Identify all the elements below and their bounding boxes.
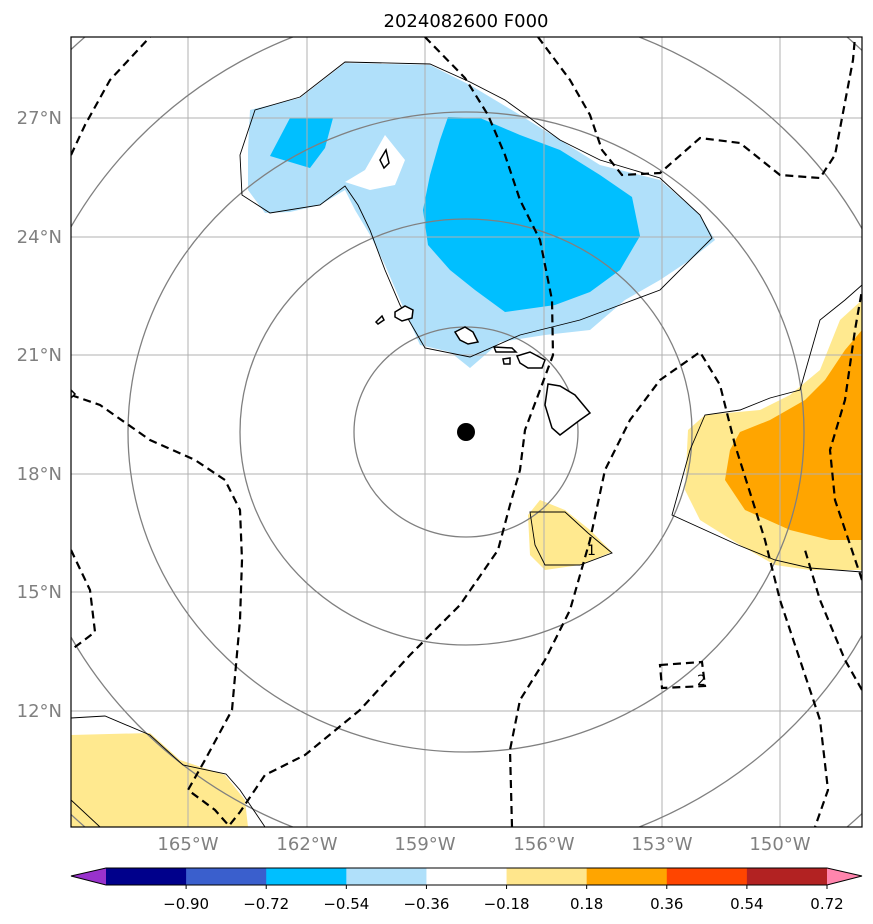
colorbar-tick-label: 0.18 (570, 895, 603, 913)
lanai-island (502, 357, 511, 365)
colorbar-tick-label: −0.72 (243, 895, 289, 913)
colorbar-tick-label: 0.54 (730, 895, 763, 913)
thin-contour-lines (71, 61, 862, 827)
colorbar-tick-label: 0.36 (650, 895, 683, 913)
lon-label: 162°W (276, 834, 337, 855)
blue-shaded-region-west (270, 118, 333, 168)
colorbar-segment (266, 868, 347, 885)
colorbar-tick-label: 0.72 (810, 895, 843, 913)
contour-label: 1 (587, 543, 596, 559)
contour-label: 2 (697, 673, 706, 689)
gridlines (71, 37, 862, 827)
colorbar-tick-label: −0.54 (323, 895, 369, 913)
latitude-labels: 27°N 24°N 21°N 18°N 15°N 12°N (17, 108, 62, 722)
big-island (544, 383, 592, 436)
lat-label: 21°N (17, 345, 62, 366)
colorbar: −0.90 −0.72 −0.54 −0.36 −0.18 0.18 0.36 0.54 0.7… (70, 867, 863, 913)
colorbar-segment (426, 868, 508, 885)
colorbar-tick-label: −0.18 (484, 895, 530, 913)
hawaiian-islands (71, 148, 592, 436)
colorbar-segment (346, 868, 427, 885)
orange-shaded-region-east (725, 330, 862, 540)
longitude-labels: 165°W 162°W 159°W 156°W 153°W 150°W (157, 834, 810, 855)
molokai-island (492, 346, 518, 353)
colorbar-extend-high (827, 868, 862, 885)
kauai-island (394, 305, 414, 322)
colorbar-tick-label: −0.90 (163, 895, 209, 913)
colorbar-outline (70, 867, 863, 886)
maui-island (515, 351, 546, 369)
niihau-island (374, 314, 385, 325)
lat-label: 24°N (17, 227, 62, 248)
colorbar-segment (666, 868, 748, 885)
nihoa-island (379, 148, 390, 170)
lon-label: 165°W (157, 834, 218, 855)
lat-label: 18°N (17, 464, 62, 485)
colorbar-segment (506, 868, 588, 885)
west-edge-islet (71, 388, 77, 400)
storm-center-dot (457, 423, 475, 441)
lon-label: 150°W (749, 834, 810, 855)
map-frame (70, 36, 863, 828)
colorbar-tick-label: −0.36 (403, 895, 449, 913)
colorbar-segments (71, 868, 862, 885)
yellow-shaded-region-south (528, 500, 612, 570)
lon-label: 156°W (513, 834, 574, 855)
colorbar-ticks: −0.90 −0.72 −0.54 −0.36 −0.18 0.18 0.36 0.54 0.7… (163, 885, 844, 913)
colorbar-segment (106, 868, 187, 885)
lat-label: 27°N (17, 108, 62, 129)
yellow-shaded-region-southwest (71, 733, 248, 827)
lon-label: 153°W (631, 834, 692, 855)
blue-shaded-region-east (423, 117, 640, 312)
colorbar-segment (746, 868, 828, 885)
map-title: 2024082600 F000 (384, 11, 549, 32)
lat-label: 15°N (17, 582, 62, 603)
colorbar-segment (586, 868, 668, 885)
oahu-island (453, 326, 480, 345)
lat-label: 12°N (17, 701, 62, 722)
colorbar-extend-low (71, 868, 106, 885)
dashed-contour-lines (71, 37, 862, 827)
colorbar-segment (186, 868, 267, 885)
lon-label: 159°W (394, 834, 455, 855)
